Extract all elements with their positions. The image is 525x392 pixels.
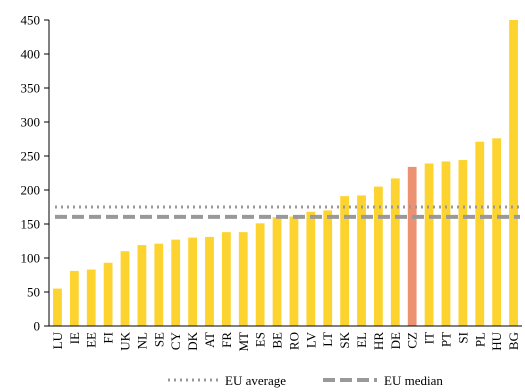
y-axis: 0 50 100 150 200 250 300 350 400 450 [21,13,50,334]
x-tick-label: MT [236,332,251,352]
bar-dk [188,237,197,326]
bar-si [458,160,468,326]
x-tick-label: PT [438,332,453,347]
bar-lt [323,210,333,326]
x-tick-label: NL [134,332,149,349]
bar-nl [137,245,147,326]
legend-median-label: EU median [384,373,443,388]
x-tick-label: IE [67,332,82,344]
bar-ee [86,269,96,326]
bar-sk [340,196,350,326]
x-tick-label: LU [50,331,65,349]
y-tick-label: 250 [21,149,41,164]
y-tick-label: 50 [27,285,40,300]
reference-lines [55,205,520,219]
bar-lv [306,211,316,326]
x-tick-label: CZ [405,332,420,349]
x-axis: LU IE EE FI UK NL SE CY DK AT FR MT ES BE RO LV LT SK EL HR… [49,325,522,352]
x-tick-label: SE [151,332,166,347]
bar-ie [69,270,79,326]
bar-el [357,195,366,326]
x-tick-label: FI [101,332,116,344]
x-tick-label: BG [506,332,521,350]
x-tick-label: SI [455,332,470,344]
x-tick-label: EE [84,332,99,348]
bar-ro [289,216,299,326]
x-tick-label: UK [118,331,133,350]
bar-at [205,236,214,326]
y-tick-label: 100 [21,251,41,266]
bar-cz [407,166,417,326]
y-tick-label: 300 [21,115,41,130]
x-tick-label: IT [422,332,437,344]
x-tick-label: FR [219,332,234,348]
bar-cy [171,239,181,326]
x-tick-label: BE [270,332,285,349]
x-tick-label: EL [354,332,369,348]
bar-es [255,223,265,326]
bar-bg [509,20,518,326]
bar-it [424,163,434,326]
bar-be [272,217,282,326]
x-tick-label: AT [202,332,217,348]
y-tick-label: 150 [21,217,41,232]
x-tick-label: LT [320,332,335,347]
bar-fr [221,232,231,326]
legend: EU average EU median [168,373,443,388]
x-tick-label: DK [185,331,200,350]
x-tick-label: LV [303,331,318,348]
y-tick-label: 400 [21,47,41,62]
bar-se [154,243,164,326]
y-tick-label: 200 [21,183,41,198]
bars [53,20,518,326]
x-tick-label: RO [286,332,301,350]
x-tick-label: DE [388,332,403,349]
x-tick-label: PL [472,332,487,347]
bar-de [390,178,400,326]
y-tick-label: 350 [21,81,41,96]
bar-hr [374,186,383,326]
x-tick-label: HU [489,331,504,350]
legend-average-label: EU average [225,373,286,388]
bar-pl [475,141,485,326]
bar-lu [53,288,62,326]
bar-pt [441,161,451,326]
bar-fi [103,262,113,326]
bar-hu [492,138,502,326]
x-tick-label: CY [168,331,183,350]
x-tick-label: HR [371,332,386,350]
y-tick-label: 0 [34,319,41,334]
x-tick-label: SK [337,331,352,348]
y-tick-label: 450 [21,13,41,28]
x-tick-label: ES [253,332,268,347]
bar-uk [120,251,130,326]
bar-mt [238,232,248,326]
